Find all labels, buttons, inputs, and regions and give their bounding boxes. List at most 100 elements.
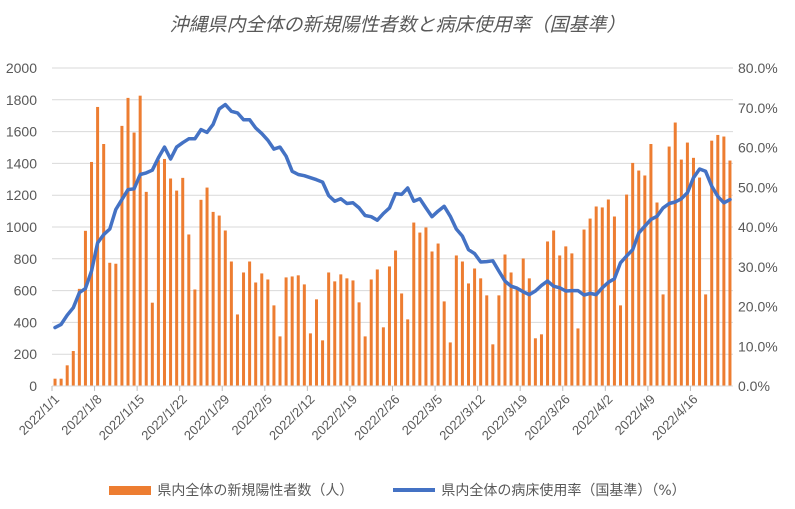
y-left-tick-label: 800 — [14, 251, 38, 267]
y-right-tick-label: 20.0% — [738, 299, 778, 315]
bar — [266, 279, 270, 386]
bar — [515, 289, 519, 386]
legend-swatch-bar — [109, 485, 152, 495]
bar — [667, 146, 671, 386]
bar — [308, 333, 312, 386]
bar — [150, 302, 154, 386]
bar — [625, 194, 629, 386]
bar — [260, 273, 264, 386]
bar — [716, 134, 720, 386]
y-left-tick-label: 200 — [14, 346, 38, 362]
bar — [467, 283, 471, 386]
bar — [211, 211, 215, 386]
x-tick-label: 2022/2/12 — [266, 392, 318, 444]
bar — [363, 336, 367, 386]
legend-item-bed-rate: 県内全体の病床使用率（国基準）（%） — [393, 480, 686, 500]
bar — [162, 158, 166, 386]
bar — [655, 202, 659, 386]
bar — [242, 272, 246, 386]
y-left-tick-label: 1000 — [6, 219, 37, 235]
y-left-tick-label: 400 — [14, 314, 38, 330]
y-right-tick-label: 40.0% — [738, 219, 778, 235]
bar — [254, 282, 258, 386]
x-tick-label: 2022/1/1 — [16, 392, 62, 438]
bar — [120, 125, 124, 386]
chart-title: 沖縄県内全体の新規陽性者数と病床使用率（国基準） — [169, 14, 626, 36]
y-left-tick-label: 1400 — [6, 155, 37, 171]
bar — [217, 215, 221, 386]
legend-label-bed-rate: 県内全体の病床使用率（国基準）（%） — [441, 483, 686, 499]
bar — [394, 250, 398, 386]
bar — [126, 97, 130, 386]
x-tick-label: 2022/2/26 — [351, 392, 403, 444]
bar — [582, 229, 586, 386]
bar — [430, 251, 434, 386]
bar — [229, 261, 233, 386]
bar — [479, 278, 483, 386]
bar — [345, 278, 349, 386]
bar — [108, 262, 112, 386]
bar — [552, 230, 556, 386]
y-right-tick-label: 60.0% — [738, 140, 778, 156]
bar — [175, 190, 179, 386]
bar — [114, 263, 118, 386]
bar — [448, 342, 452, 386]
bar — [302, 284, 306, 386]
bar — [53, 378, 57, 386]
bar — [576, 328, 580, 386]
bar — [333, 281, 337, 386]
legend-swatch-line — [393, 488, 436, 492]
x-tick-label: 2022/1/15 — [96, 392, 148, 444]
legend-label-cases: 県内全体の新規陽性者数（人） — [157, 483, 354, 499]
bar — [454, 255, 458, 386]
bar — [381, 327, 385, 386]
bar — [369, 279, 373, 386]
x-tick-label: 2022/4/2 — [569, 392, 615, 438]
bar — [205, 187, 209, 386]
bar — [704, 294, 708, 386]
bar — [606, 199, 610, 386]
bar — [679, 159, 683, 386]
bar — [521, 258, 525, 386]
bar — [156, 160, 160, 386]
bed-rate-line — [53, 102, 732, 330]
x-tick-label: 2022/1/29 — [181, 392, 233, 444]
bar — [710, 140, 714, 386]
bar — [187, 234, 191, 386]
bar — [138, 95, 142, 386]
y-left-tick-label: 0 — [29, 378, 37, 394]
bar — [649, 144, 653, 386]
bar — [442, 301, 446, 386]
bar — [314, 299, 318, 386]
y-right-tick-label: 80.0% — [738, 60, 778, 76]
bar — [570, 253, 574, 386]
y-right-tick-label: 10.0% — [738, 338, 778, 354]
bar — [436, 243, 440, 386]
bar — [169, 178, 173, 386]
bar — [424, 227, 428, 386]
bar — [406, 319, 410, 386]
bar — [497, 295, 501, 386]
y-left-tick-label: 1600 — [6, 124, 37, 140]
bar — [412, 222, 416, 386]
bar — [284, 277, 288, 386]
bar-series — [53, 95, 732, 387]
bar — [339, 274, 343, 386]
bar — [223, 230, 227, 386]
y-right-tick-label: 70.0% — [738, 100, 778, 116]
bar — [418, 232, 422, 386]
bar — [296, 275, 300, 386]
bar — [491, 344, 495, 386]
bar — [248, 261, 252, 386]
y-left-tick-label: 2000 — [6, 60, 37, 76]
bar — [685, 142, 689, 386]
y-left-tick-label: 600 — [14, 283, 38, 299]
bar — [637, 170, 641, 386]
legend-item-cases: 県内全体の新規陽性者数（人） — [109, 480, 353, 500]
bar — [387, 266, 391, 386]
bar — [375, 269, 379, 386]
bar — [199, 199, 203, 386]
bar — [71, 351, 75, 386]
bar — [503, 254, 507, 386]
